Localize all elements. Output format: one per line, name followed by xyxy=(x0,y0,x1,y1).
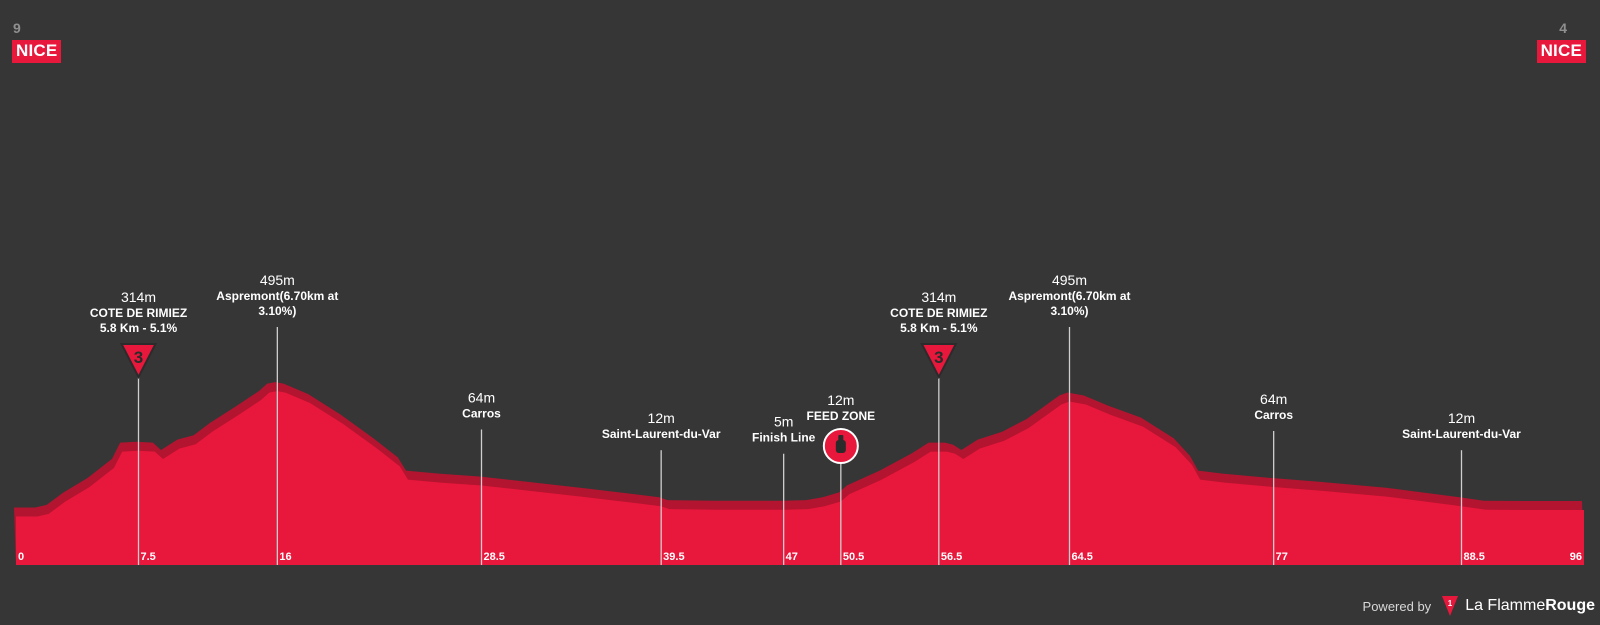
poi-label-5-0: 12m xyxy=(827,392,854,408)
poi-label-0-1: COTE DE RIMIEZ xyxy=(90,306,187,320)
poi-label-7-1: Aspremont(6.70km at xyxy=(1008,289,1130,303)
poi-label-9-0: 12m xyxy=(1448,410,1475,426)
footer-branding: Powered by 1 La FlammeRouge xyxy=(1363,595,1595,617)
poi-label-6-0: 314m xyxy=(921,289,956,305)
finish-city-badge: NICE xyxy=(1536,40,1586,63)
km-tick-label-3: 28.5 xyxy=(484,551,505,563)
feed-bottle-body xyxy=(835,440,846,453)
poi-label-6-1: COTE DE RIMIEZ xyxy=(890,306,987,320)
km-tick-label-4: 39.5 xyxy=(663,551,684,563)
poi-label-1-1: Aspremont(6.70km at xyxy=(216,289,338,303)
km-tick-label-2: 16 xyxy=(279,551,291,563)
poi-label-3-1: Saint-Laurent-du-Var xyxy=(602,427,721,441)
poi-label-6-2: 5.8 Km - 5.1% xyxy=(900,321,978,335)
poi-label-0-2: 5.8 Km - 5.1% xyxy=(100,321,178,335)
km-tick-label-8: 64.5 xyxy=(1072,551,1093,563)
feed-bottle-cap xyxy=(838,435,844,441)
poi-label-4-1: Finish Line xyxy=(752,431,816,445)
poi-label-8-0: 64m xyxy=(1260,391,1287,407)
start-stage-number: 9 xyxy=(13,20,21,36)
climb-category-label-0: 3 xyxy=(134,348,143,367)
poi-label-8-1: Carros xyxy=(1254,408,1293,422)
poi-label-7-0: 495m xyxy=(1052,272,1087,288)
poi-label-1-2: 3.10%) xyxy=(258,304,296,318)
poi-label-5-1: FEED ZONE xyxy=(806,409,875,423)
km-tick-label-11: 96 xyxy=(1570,551,1582,563)
km-tick-label-10: 88.5 xyxy=(1464,551,1485,563)
brand-name-light: La Flamme xyxy=(1465,597,1546,614)
poi-label-7-2: 3.10%) xyxy=(1050,304,1088,318)
poi-label-2-0: 64m xyxy=(468,390,495,406)
km-tick-label-9: 77 xyxy=(1276,551,1288,563)
brand-name: La FlammeRouge xyxy=(1465,597,1595,615)
poi-label-0-0: 314m xyxy=(121,289,156,305)
end-stage-number: 4 xyxy=(1559,20,1567,36)
logo-number: 1 xyxy=(1448,599,1453,608)
poi-label-3-0: 12m xyxy=(648,410,675,426)
km-tick-label-0: 0 xyxy=(18,551,24,563)
climb-category-icon-6 xyxy=(920,343,958,380)
km-tick-label-6: 50.5 xyxy=(843,551,864,563)
climb-category-label-6: 3 xyxy=(934,348,943,367)
km-tick-label-5: 47 xyxy=(786,551,798,563)
climb-category-icon-0 xyxy=(119,343,158,380)
poi-label-1-0: 495m xyxy=(260,272,295,288)
poi-label-2-1: Carros xyxy=(462,407,501,421)
profile-area xyxy=(16,391,1584,565)
start-city-badge: NICE xyxy=(12,40,62,63)
poi-label-9-1: Saint-Laurent-du-Var xyxy=(1402,427,1521,441)
km-tick-label-7: 56.5 xyxy=(941,551,962,563)
km-tick-label-1: 7.5 xyxy=(141,551,156,563)
brand-name-bold: Rouge xyxy=(1545,597,1595,614)
powered-by-label: Powered by xyxy=(1362,598,1432,614)
flamme-rouge-logo-icon: 1 xyxy=(1442,596,1459,616)
poi-label-4-0: 5m xyxy=(774,414,793,430)
